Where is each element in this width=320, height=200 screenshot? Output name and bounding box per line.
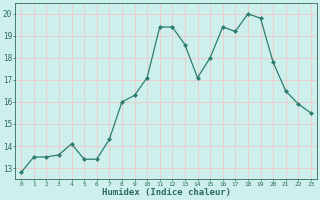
X-axis label: Humidex (Indice chaleur): Humidex (Indice chaleur): [101, 188, 230, 197]
